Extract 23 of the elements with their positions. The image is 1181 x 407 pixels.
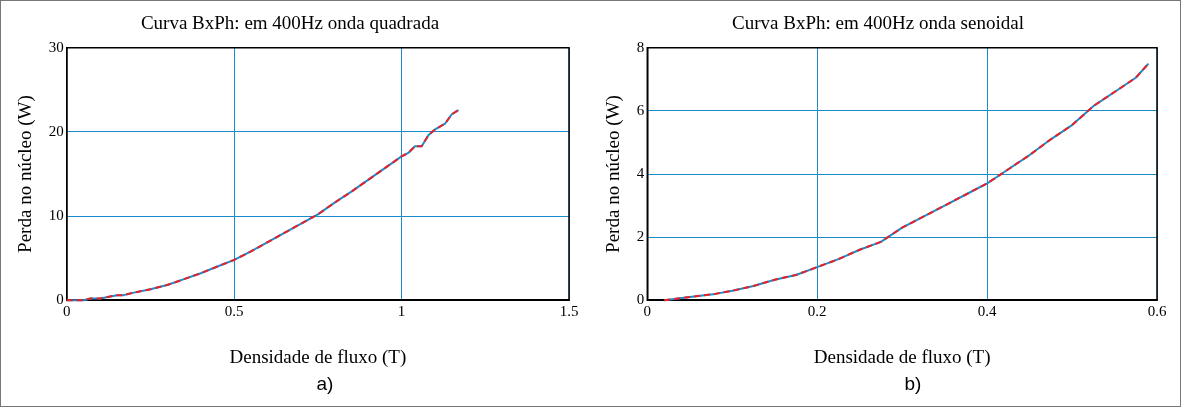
y-tick-label: 10 [48,207,64,223]
text: b) [903,373,923,395]
y-tick-label: 0 [636,291,645,308]
x-axis-title: Densidade de fluxo (T) [813,345,991,368]
x-tick-label: 1 [397,303,406,320]
y-axis-title: Perda no núcleo (W) [14,95,37,253]
y-tick-label: 0 [56,291,64,308]
y-tick-label: 20 [48,122,64,139]
x-tick-label: 0.5 [224,303,244,320]
y-axis-title: Perda no núcleo (W) [602,95,625,253]
y-tick-label: 2 [636,228,645,245]
x-tick-label: 0.2 [807,303,827,320]
y-tick-label: 4 [636,164,645,181]
x-tick-label: 0.6 [1147,303,1167,320]
y-tick-label: 8 [636,38,645,55]
x-axis-title: Densidade de fluxo (T) [229,345,407,368]
chart-title: Curva BxPh: em 400Hz onda senoidal [732,12,1024,34]
text: a) [315,373,335,395]
x-tick-label: 0.4 [977,303,997,320]
chart-title: Curva BxPh: em 400Hz onda quadrada [140,12,440,34]
y-tick-label: 6 [636,101,645,118]
y-tick-label: 30 [48,38,64,55]
x-tick-label: 1.5 [559,303,579,320]
